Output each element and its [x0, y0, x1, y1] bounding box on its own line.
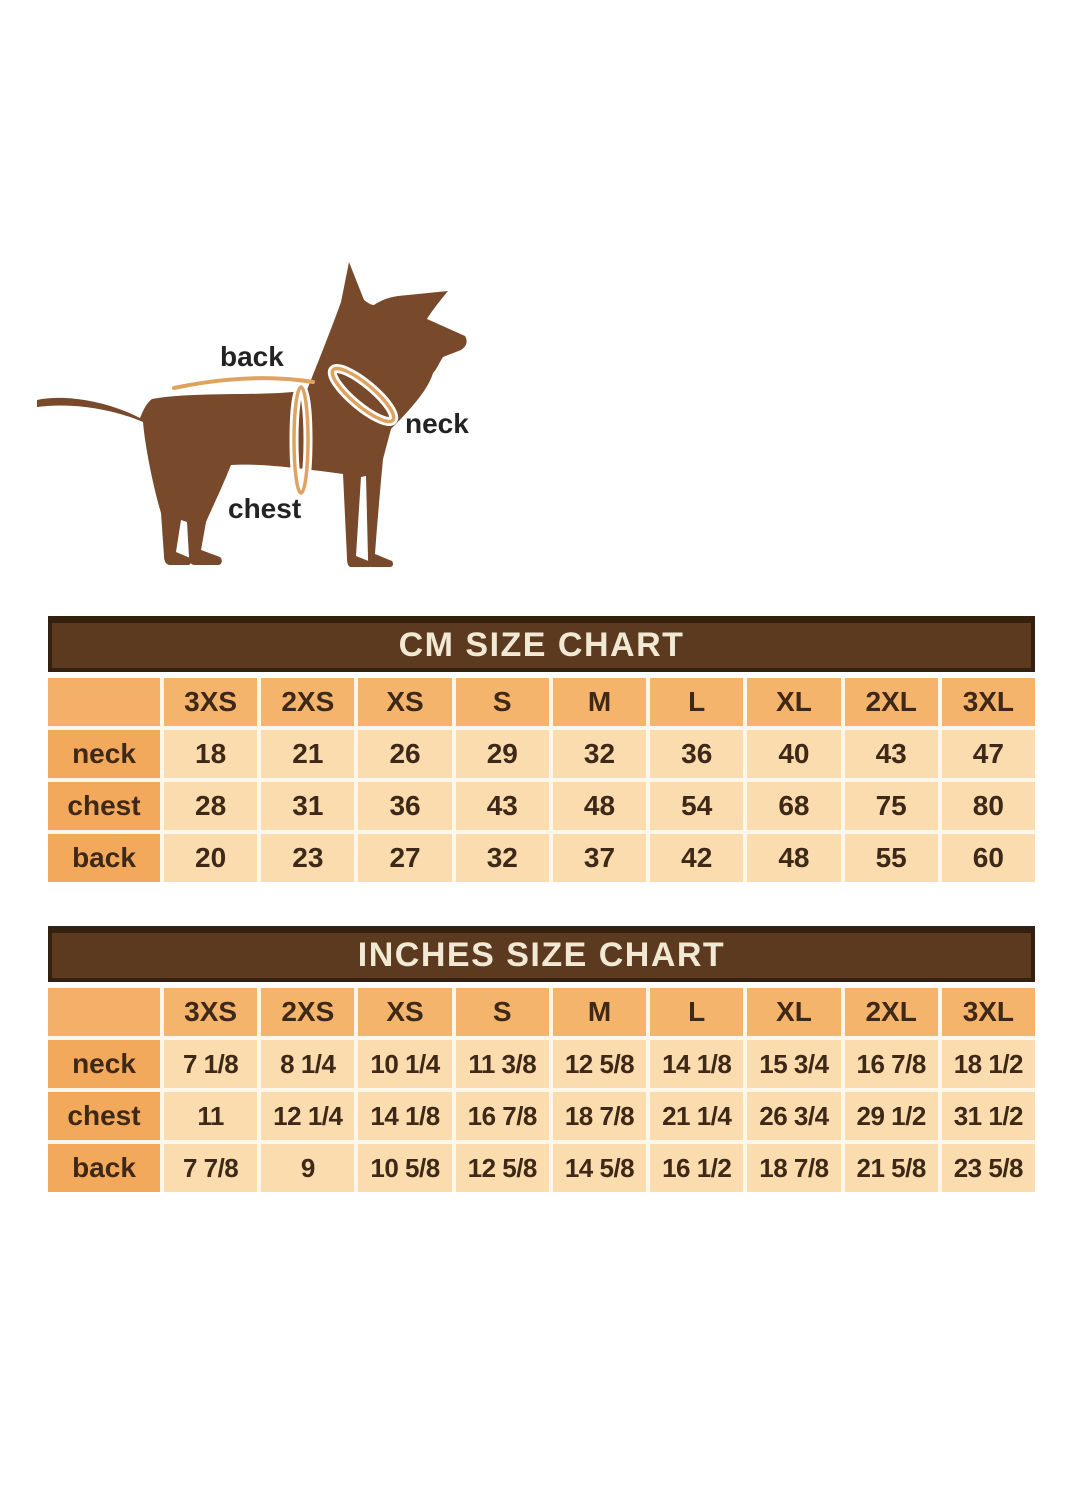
table-cell: 55 — [844, 834, 938, 882]
table-cell: 18 — [164, 730, 258, 778]
table-cell: 12 5/8 — [455, 1144, 549, 1192]
row-label: chest — [48, 1092, 160, 1140]
table-cell: 20 — [164, 834, 258, 882]
table-cell: 21 5/8 — [844, 1144, 938, 1192]
column-header: 2XL — [844, 678, 938, 726]
table-cell: 31 1/2 — [941, 1092, 1035, 1140]
row-label: back — [48, 1144, 160, 1192]
cm-chart-title: CM SIZE CHART — [48, 616, 1035, 672]
neck-measurement-line — [330, 366, 396, 424]
chest-measure-label: chest — [228, 493, 302, 524]
back-measurement-line — [172, 376, 315, 390]
table-cell: 10 1/4 — [358, 1040, 452, 1088]
column-header: 2XS — [261, 678, 355, 726]
table-cell: 16 7/8 — [844, 1040, 938, 1088]
table-cell: 14 5/8 — [552, 1144, 647, 1192]
chest-measurement-line — [292, 385, 310, 495]
table-cell: 26 3/4 — [747, 1092, 841, 1140]
table-cell: 10 5/8 — [358, 1144, 452, 1192]
column-header: 3XS — [164, 988, 258, 1036]
table-cell: 26 — [358, 730, 452, 778]
row-label: chest — [48, 782, 160, 830]
column-header: L — [650, 988, 744, 1036]
table-cell: 18 1/2 — [941, 1040, 1035, 1088]
table-cell: 11 — [164, 1092, 258, 1140]
table-cell: 43 — [844, 730, 938, 778]
table-cell: 21 — [261, 730, 355, 778]
cm-size-chart: CM SIZE CHART 3XS 2XS XS S M L XL 2XL 3X… — [48, 616, 1035, 882]
column-header: M — [552, 988, 647, 1036]
column-header: S — [455, 678, 549, 726]
table-cell: 48 — [552, 782, 647, 830]
row-label: neck — [48, 1040, 160, 1088]
inches-size-chart: INCHES SIZE CHART 3XS 2XS XS S M L XL 2X… — [48, 926, 1035, 1192]
cm-chart-grid: 3XS 2XS XS S M L XL 2XL 3XL neck 18 21 2… — [48, 678, 1035, 882]
corner-cell — [48, 988, 160, 1036]
table-cell: 32 — [455, 834, 549, 882]
table-cell: 9 — [261, 1144, 355, 1192]
table-cell: 54 — [650, 782, 744, 830]
table-cell: 80 — [941, 782, 1035, 830]
neck-measure-label: neck — [405, 408, 469, 439]
table-cell: 16 1/2 — [650, 1144, 744, 1192]
column-header: 2XL — [844, 988, 938, 1036]
table-cell: 12 5/8 — [552, 1040, 647, 1088]
column-header: 2XS — [261, 988, 355, 1036]
table-cell: 75 — [844, 782, 938, 830]
table-cell: 68 — [747, 782, 841, 830]
table-cell: 23 — [261, 834, 355, 882]
column-header: XS — [358, 678, 452, 726]
table-cell: 14 1/8 — [358, 1092, 452, 1140]
table-cell: 18 7/8 — [747, 1144, 841, 1192]
table-cell: 60 — [941, 834, 1035, 882]
table-cell: 31 — [261, 782, 355, 830]
table-cell: 47 — [941, 730, 1035, 778]
column-header: L — [650, 678, 744, 726]
table-cell: 23 5/8 — [941, 1144, 1035, 1192]
column-header: XL — [747, 678, 841, 726]
table-cell: 29 1/2 — [844, 1092, 938, 1140]
dog-measurement-figure: back neck chest — [35, 250, 480, 590]
table-cell: 36 — [650, 730, 744, 778]
table-cell: 7 1/8 — [164, 1040, 258, 1088]
table-cell: 36 — [358, 782, 452, 830]
back-measure-label: back — [220, 341, 284, 372]
table-cell: 29 — [455, 730, 549, 778]
column-header: 3XL — [941, 678, 1035, 726]
table-cell: 48 — [747, 834, 841, 882]
corner-cell — [48, 678, 160, 726]
table-cell: 12 1/4 — [261, 1092, 355, 1140]
table-cell: 16 7/8 — [455, 1092, 549, 1140]
table-cell: 7 7/8 — [164, 1144, 258, 1192]
table-cell: 18 7/8 — [552, 1092, 647, 1140]
table-cell: 37 — [552, 834, 647, 882]
table-cell: 15 3/4 — [747, 1040, 841, 1088]
table-cell: 28 — [164, 782, 258, 830]
table-cell: 42 — [650, 834, 744, 882]
inches-chart-grid: 3XS 2XS XS S M L XL 2XL 3XL neck 7 1/8 8… — [48, 988, 1035, 1192]
column-header: 3XS — [164, 678, 258, 726]
table-cell: 8 1/4 — [261, 1040, 355, 1088]
column-header: M — [552, 678, 647, 726]
inches-chart-title: INCHES SIZE CHART — [48, 926, 1035, 982]
table-cell: 14 1/8 — [650, 1040, 744, 1088]
row-label: back — [48, 834, 160, 882]
column-header: S — [455, 988, 549, 1036]
table-cell: 43 — [455, 782, 549, 830]
table-cell: 21 1/4 — [650, 1092, 744, 1140]
table-cell: 40 — [747, 730, 841, 778]
column-header: 3XL — [941, 988, 1035, 1036]
table-cell: 27 — [358, 834, 452, 882]
column-header: XS — [358, 988, 452, 1036]
table-cell: 32 — [552, 730, 647, 778]
column-header: XL — [747, 988, 841, 1036]
dog-silhouette — [37, 262, 467, 567]
table-cell: 11 3/8 — [455, 1040, 549, 1088]
dog-silhouette-illustration — [37, 262, 467, 567]
row-label: neck — [48, 730, 160, 778]
